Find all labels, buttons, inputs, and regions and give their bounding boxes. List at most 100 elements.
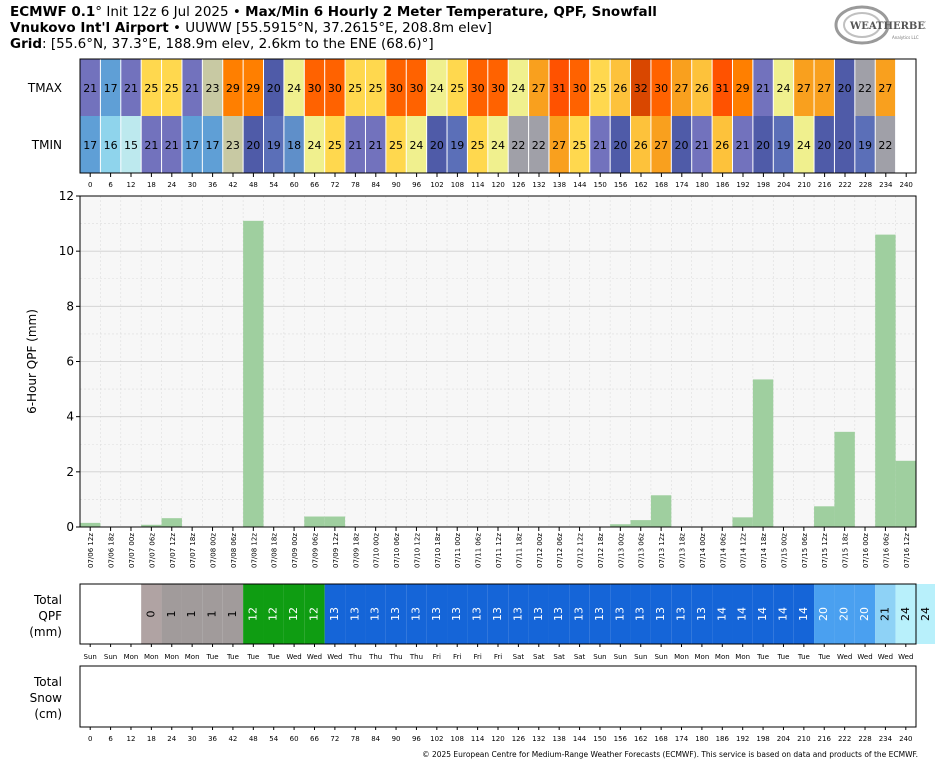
qpf-bar [304,516,325,527]
temp-cell [732,59,753,116]
temp-cell-label: 20 [430,139,444,152]
qpf-y-tick-label: 2 [66,465,74,479]
qpf-x-tick-label: 07/15 12z [821,533,829,568]
day-label: Fri [453,653,461,661]
qpf-x-tick-label: 07/16 12z [903,533,911,568]
total-qpf-value: 13 [511,607,524,621]
temp-cell-label: 27 [878,82,892,95]
day-label: Sat [513,653,525,661]
snow-x-tick-label: 6 [108,735,113,743]
temp-cell [855,59,875,116]
total-qpf-cell [712,584,733,644]
temp-cell-label: 17 [185,139,199,152]
snow-x-tick-label: 222 [838,735,851,743]
total-qpf-value: 13 [695,607,708,621]
temp-cell [753,59,773,116]
temp-cell [732,116,753,173]
qpf-x-tick-label: 07/11 00z [454,533,462,568]
temp-x-tick-label: 162 [634,181,647,189]
init-time: ° Init 12z 6 Jul 2025 [95,4,229,20]
temp-x-tick-label: 216 [818,181,832,189]
snow-x-tick-label: 216 [818,735,832,743]
total-qpf-cell [202,584,223,644]
qpf-x-tick-label: 07/15 00z [780,533,788,568]
temp-cell-label: 16 [104,139,118,152]
day-label: Tue [797,653,810,661]
temp-cell-label: 25 [450,82,464,95]
temp-cell [508,59,529,116]
day-label: Thu [388,653,402,661]
total-qpf-cell [916,584,935,644]
temp-x-tick-label: 30 [188,181,197,189]
total-snow-label-line: Total [33,675,62,689]
temp-cell [631,116,651,173]
temp-cell-label: 15 [124,139,138,152]
temp-cell-label: 21 [144,139,158,152]
qpf-x-tick-label: 07/16 00z [862,533,870,568]
day-label: Tue [756,653,769,661]
temp-cell-label: 31 [552,82,566,95]
temp-cell [814,116,834,173]
qpf-x-tick-label: 07/07 12z [169,533,177,568]
temp-cell-label: 24 [430,82,444,95]
logo-subtext: Analytics LLC [892,35,919,40]
day-label: Mon [715,653,730,661]
temp-x-tick-label: 96 [412,181,421,189]
qpf-bar [875,234,896,527]
total-qpf-cell [895,584,916,644]
qpf-bar [161,518,182,527]
day-label: Sun [634,653,647,661]
temp-cell-label: 23 [206,82,220,95]
snow-x-tick-label: 48 [249,735,258,743]
temp-cell-label: 20 [756,139,770,152]
temp-cell-label: 24 [797,139,811,152]
total-qpf-value: 13 [430,607,443,621]
temp-x-tick-label: 192 [736,181,749,189]
snow-x-tick-label: 240 [899,735,912,743]
qpf-bar [834,431,855,527]
temp-cell-label: 30 [491,82,505,95]
total-qpf-value: 24 [899,607,912,621]
temp-x-tick-label: 84 [371,181,380,189]
total-qpf-value: 14 [776,607,789,621]
temp-x-tick-label: 240 [900,181,913,189]
qpf-x-tick-label: 07/15 06z [801,533,809,568]
total-qpf-cell [691,584,713,644]
temp-cell-label: 24 [409,139,423,152]
total-qpf-value: 13 [450,607,463,621]
temp-cell-label: 24 [287,82,301,95]
temp-cell-label: 25 [348,82,362,95]
total-qpf-cell [467,584,488,644]
temp-cell-label: 21 [124,82,138,95]
temp-cell [304,116,325,173]
temp-cell-label: 30 [307,82,321,95]
temp-cell [855,116,875,173]
day-label: Sun [104,653,117,661]
snow-x-tick-label: 234 [879,735,893,743]
temp-x-tick-label: 66 [310,181,319,189]
total-qpf-cell [834,584,855,644]
temp-cell-label: 21 [736,139,750,152]
temp-cell-label: 24 [491,139,505,152]
total-qpf-value: 13 [369,607,382,621]
temp-cell-label: 26 [613,82,627,95]
snow-x-tick-label: 126 [512,735,526,743]
temp-x-tick-label: 48 [249,181,258,189]
qpf-x-tick-label: 07/13 18z [679,533,687,568]
temp-cell [427,59,447,116]
temp-x-tick-label: 234 [879,181,893,189]
temp-cell-label: 30 [654,82,668,95]
qpf-x-tick-label: 07/12 06z [556,533,564,568]
qpf-bar [650,495,672,527]
temp-cell [529,116,549,173]
temp-cell [345,116,365,173]
total-qpf-value: 13 [573,607,586,621]
day-label: Wed [307,653,322,661]
temp-cell [141,59,162,116]
temp-x-tick-label: 60 [290,181,299,189]
temp-cell [427,116,447,173]
snow-x-tick-label: 228 [858,735,871,743]
total-snow-label-line: (cm) [34,707,62,721]
temp-cell [610,59,631,116]
